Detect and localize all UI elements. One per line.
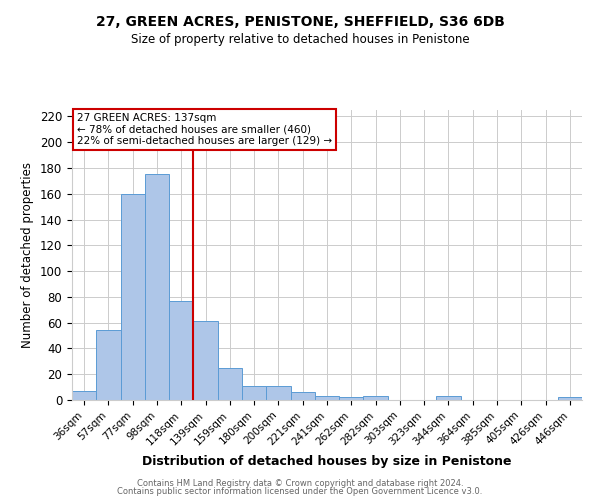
- X-axis label: Distribution of detached houses by size in Penistone: Distribution of detached houses by size …: [142, 455, 512, 468]
- Bar: [266, 386, 290, 400]
- Text: Contains HM Land Registry data © Crown copyright and database right 2024.: Contains HM Land Registry data © Crown c…: [137, 478, 463, 488]
- Bar: [315, 396, 339, 400]
- Text: 27 GREEN ACRES: 137sqm
← 78% of detached houses are smaller (460)
22% of semi-de: 27 GREEN ACRES: 137sqm ← 78% of detached…: [77, 113, 332, 146]
- Bar: [145, 174, 169, 400]
- Text: 27, GREEN ACRES, PENISTONE, SHEFFIELD, S36 6DB: 27, GREEN ACRES, PENISTONE, SHEFFIELD, S…: [95, 15, 505, 29]
- Y-axis label: Number of detached properties: Number of detached properties: [22, 162, 34, 348]
- Text: Size of property relative to detached houses in Penistone: Size of property relative to detached ho…: [131, 32, 469, 46]
- Text: Contains public sector information licensed under the Open Government Licence v3: Contains public sector information licen…: [118, 487, 482, 496]
- Bar: [169, 301, 193, 400]
- Bar: [364, 396, 388, 400]
- Bar: [558, 398, 582, 400]
- Bar: [121, 194, 145, 400]
- Bar: [436, 396, 461, 400]
- Bar: [339, 398, 364, 400]
- Bar: [218, 368, 242, 400]
- Bar: [242, 386, 266, 400]
- Bar: [72, 391, 96, 400]
- Bar: [290, 392, 315, 400]
- Bar: [96, 330, 121, 400]
- Bar: [193, 322, 218, 400]
